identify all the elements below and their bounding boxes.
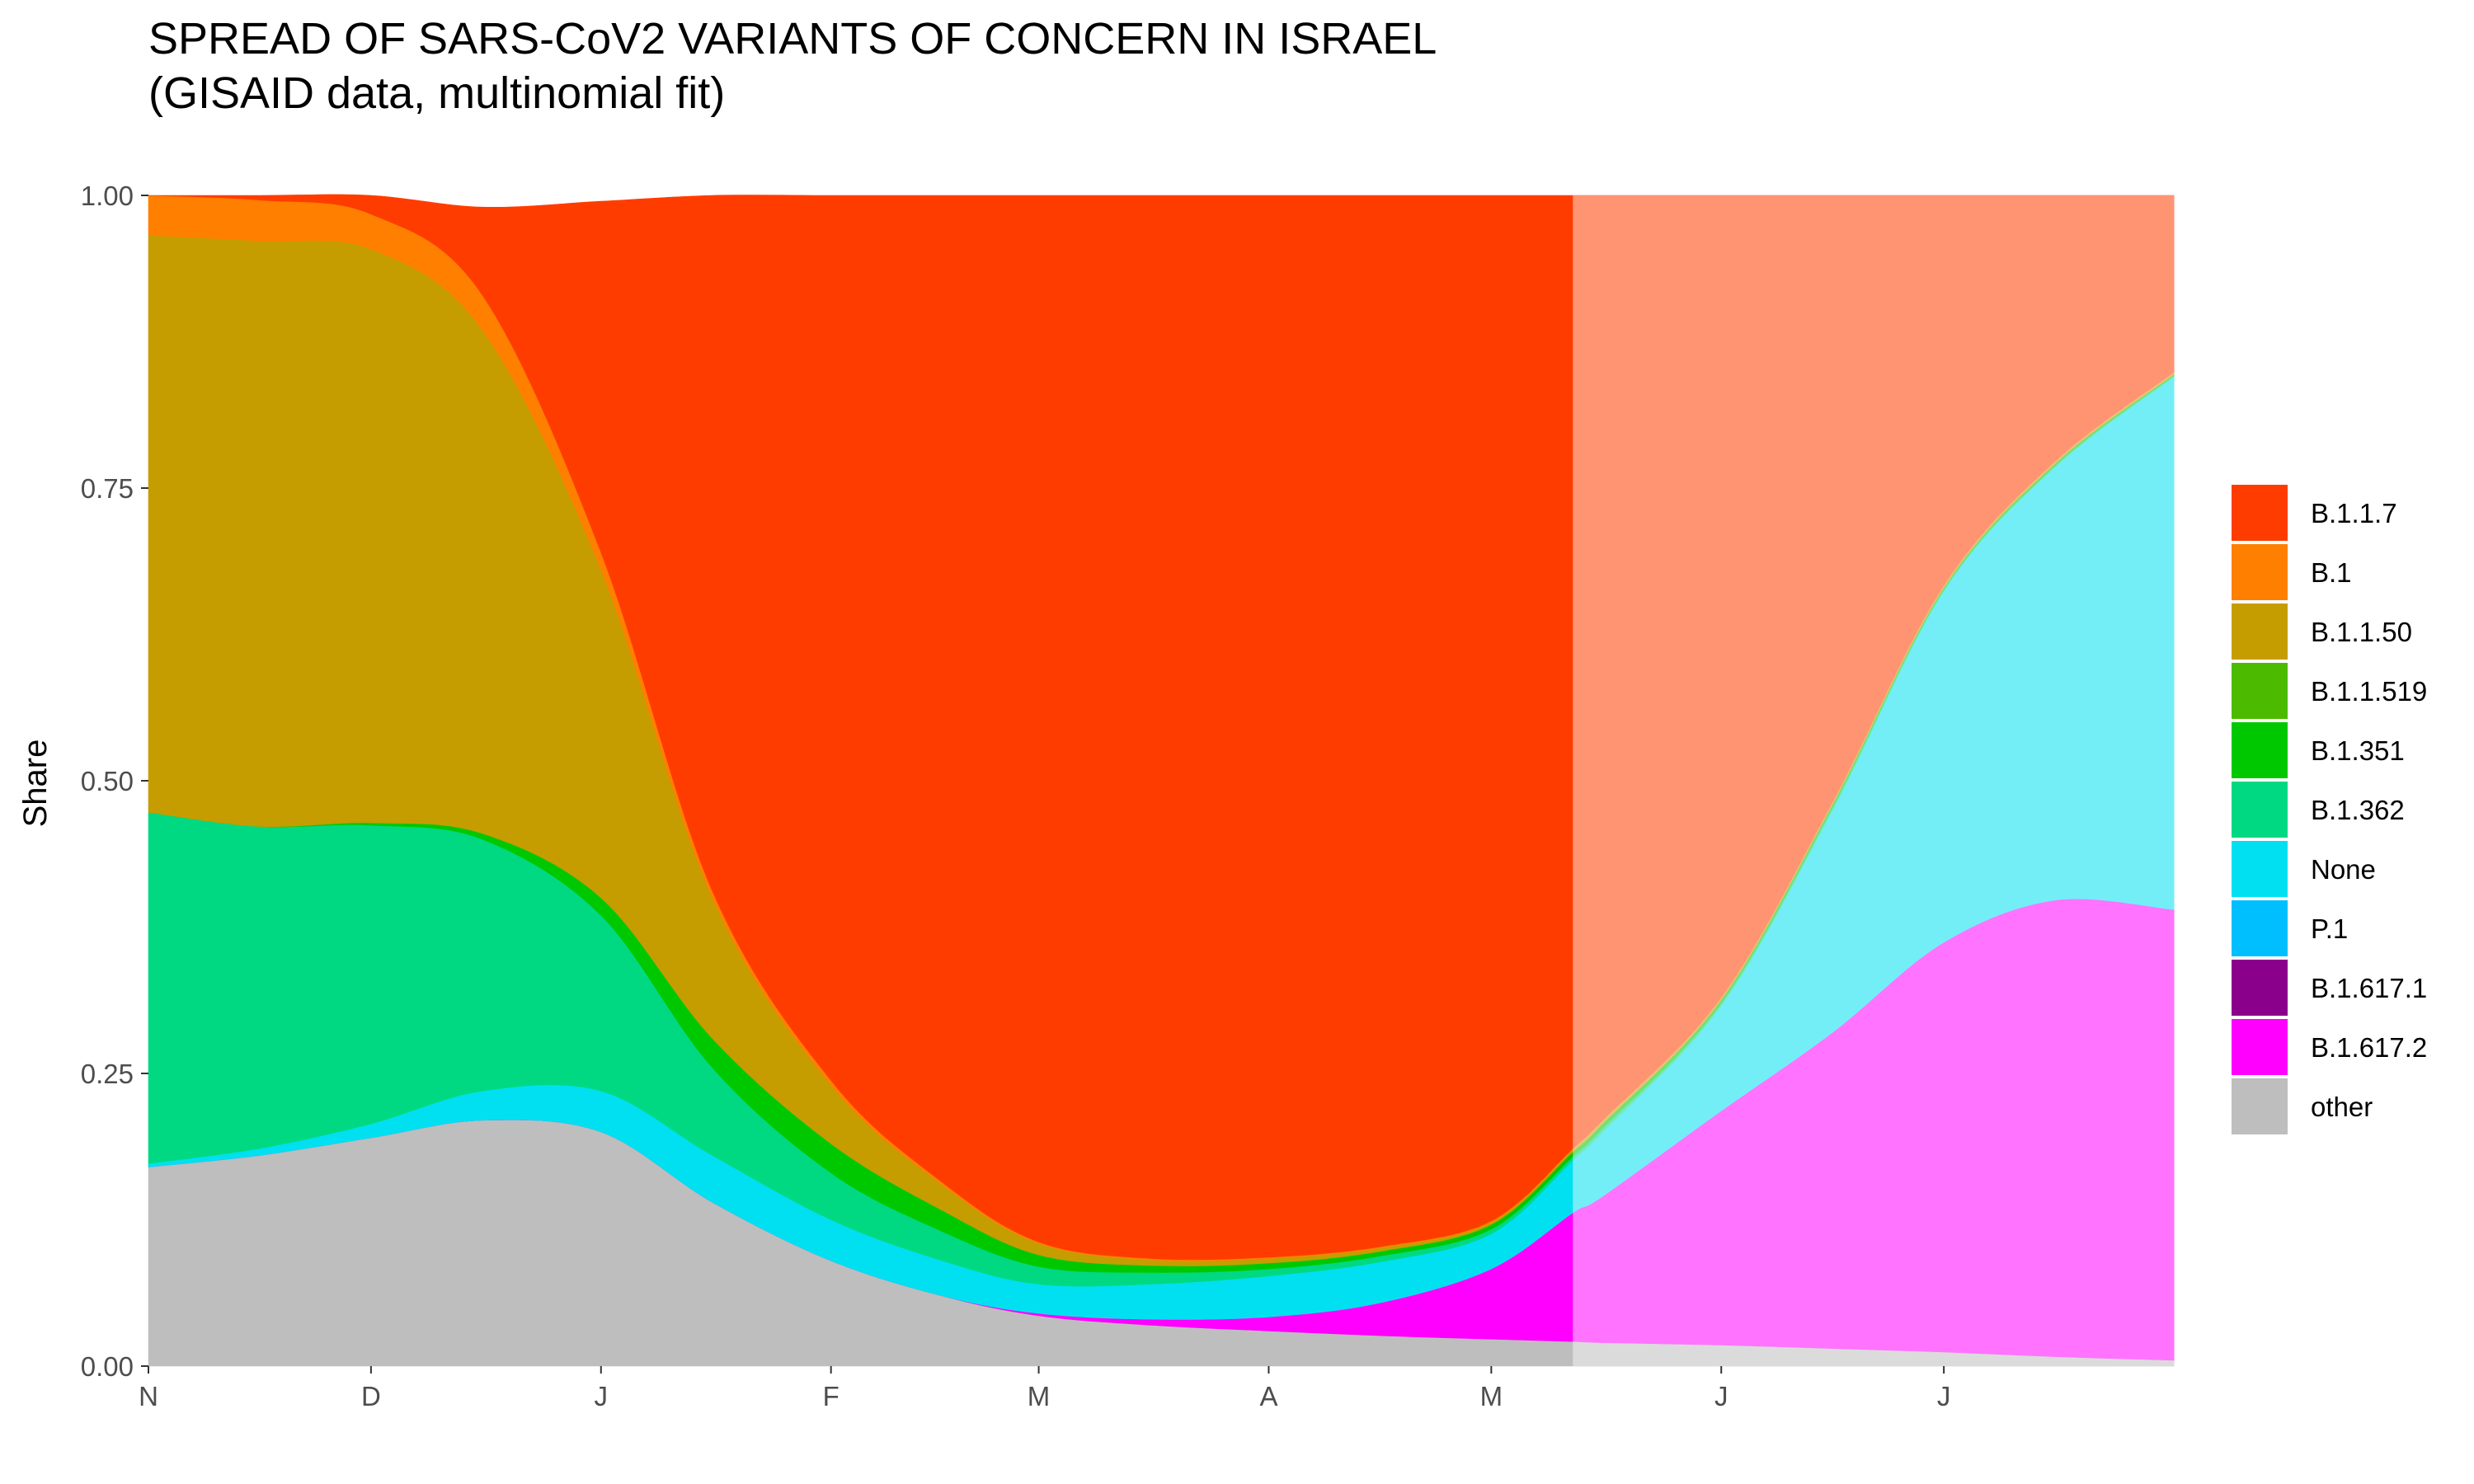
legend-label: B.1.1.519 bbox=[2311, 676, 2427, 707]
legend-key bbox=[2232, 544, 2288, 600]
legend-key bbox=[2232, 603, 2288, 660]
x-tick-label: M bbox=[1480, 1381, 1503, 1411]
y-tick-label: 0.50 bbox=[81, 766, 134, 796]
chart-title-block: SPREAD OF SARS-CoV2 VARIANTS OF CONCERN … bbox=[148, 12, 1437, 120]
y-axis-title: Share bbox=[17, 740, 54, 828]
x-tick-label: J bbox=[1937, 1381, 1951, 1411]
x-tick-label: J bbox=[595, 1381, 609, 1411]
legend-key bbox=[2232, 782, 2288, 838]
legend-label: None bbox=[2311, 854, 2376, 885]
x-tick-label: A bbox=[1259, 1381, 1277, 1411]
forecast-shading bbox=[1573, 195, 2174, 1366]
legend-label: B.1.617.2 bbox=[2311, 1032, 2427, 1063]
legend-label: B.1.1.7 bbox=[2311, 498, 2397, 528]
legend-key bbox=[2232, 1078, 2288, 1134]
legend-key bbox=[2232, 900, 2288, 956]
x-tick-label: F bbox=[823, 1381, 840, 1411]
legend-label: B.1 bbox=[2311, 557, 2352, 588]
legend-key bbox=[2232, 1019, 2288, 1075]
legend-key bbox=[2232, 485, 2288, 541]
legend: B.1.1.7 B.1 B.1.1.50 B.1.1.519 B.1.351 B.1.36… bbox=[2232, 485, 2427, 1134]
legend-key bbox=[2232, 841, 2288, 897]
chart-title: SPREAD OF SARS-CoV2 VARIANTS OF CONCERN … bbox=[148, 14, 1437, 63]
y-tick-label: 1.00 bbox=[81, 181, 134, 211]
legend-label: P.1 bbox=[2311, 913, 2348, 944]
legend-label: B.1.362 bbox=[2311, 795, 2405, 825]
y-tick-label: 0.25 bbox=[81, 1059, 134, 1089]
y-tick-label: 0.75 bbox=[81, 473, 134, 504]
area-b-1-1-7 bbox=[148, 194, 2175, 1261]
x-tick-label: J bbox=[1714, 1381, 1729, 1411]
chart-subtitle: (GISAID data, multinomial fit) bbox=[148, 68, 726, 118]
legend-key bbox=[2232, 722, 2288, 778]
y-tick-label: 0.00 bbox=[81, 1351, 134, 1382]
legend-label: other bbox=[2311, 1092, 2373, 1122]
legend-label: B.1.351 bbox=[2311, 735, 2405, 766]
legend-label: B.1.617.1 bbox=[2311, 973, 2427, 1003]
x-tick-label: M bbox=[1028, 1381, 1051, 1411]
legend-key bbox=[2232, 960, 2288, 1016]
legend-key bbox=[2232, 663, 2288, 719]
x-tick-label: N bbox=[139, 1381, 158, 1411]
axes: 0.00 0.25 0.50 0.75 1.00 N D J F M A M J J bbox=[81, 181, 1951, 1411]
area-layer bbox=[148, 194, 2175, 1367]
legend-label: B.1.1.50 bbox=[2311, 617, 2412, 647]
x-tick-label: D bbox=[361, 1381, 381, 1411]
